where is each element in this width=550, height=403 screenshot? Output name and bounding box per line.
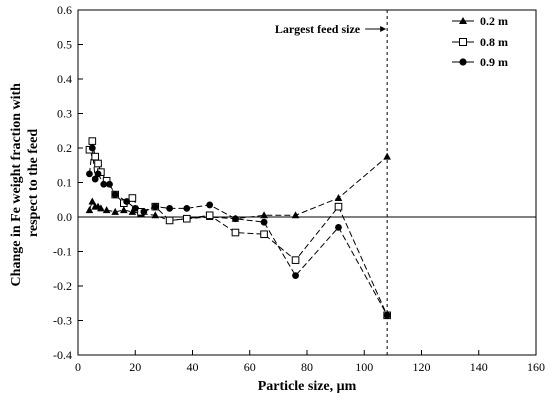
legend: 0.2 m 0.8 m 0.9 m xyxy=(452,14,508,69)
data-point xyxy=(111,191,119,198)
data-point xyxy=(91,175,99,183)
legend-label-2: 0.9 m xyxy=(480,55,508,69)
x-tick-label: 140 xyxy=(470,360,488,374)
x-axis-ticks: 0 20 40 60 80 100 120 140 160 xyxy=(75,350,545,374)
series-line-1 xyxy=(88,140,388,316)
x-axis-title: Particle size, μm xyxy=(258,379,357,394)
legend-entry-2: 0.9 m xyxy=(452,55,508,69)
data-point xyxy=(94,159,102,168)
y-tick-label: 0.2 xyxy=(57,141,72,155)
data-point xyxy=(131,204,139,212)
y-tick-label: 0.0 xyxy=(57,210,72,224)
data-point xyxy=(151,211,160,219)
annotation-arrow-head xyxy=(380,25,387,32)
x-tick-label: 20 xyxy=(129,360,141,374)
data-point xyxy=(100,180,108,188)
data-point xyxy=(97,204,105,212)
data-point xyxy=(120,206,128,214)
annotation-text: Largest feed size xyxy=(275,22,361,36)
data-point xyxy=(85,206,94,214)
data-point xyxy=(166,204,174,212)
legend-marker-square xyxy=(459,38,467,46)
y-tick-label: 0.5 xyxy=(57,38,72,52)
y-tick-label: 0.4 xyxy=(57,72,72,86)
data-point xyxy=(335,223,342,231)
y-axis-ticks: -0.4 -0.3 -0.2 -0.1 0.0 0.1 0.2 0.3 0.4 0.5 0.6 xyxy=(53,3,83,362)
x-tick-label: 120 xyxy=(413,360,431,374)
data-point xyxy=(231,228,240,237)
data-point xyxy=(91,152,99,161)
y-tick-label: -0.3 xyxy=(53,314,72,328)
y-tick-label: 0.1 xyxy=(57,176,72,190)
data-point xyxy=(88,137,97,145)
data-point xyxy=(205,211,214,220)
data-point xyxy=(260,218,268,226)
largest-feed-size-annotation: Largest feed size xyxy=(275,22,387,36)
y-axis-title: Change in Fe weight fraction with respec… xyxy=(9,80,41,287)
x-tick-label: 160 xyxy=(527,360,545,374)
data-point xyxy=(88,144,96,152)
x-tick-label: 0 xyxy=(75,360,81,374)
data-point xyxy=(292,272,299,280)
y-axis-title-line-2: respect to the feed xyxy=(26,129,41,237)
data-point xyxy=(291,211,300,219)
data-point xyxy=(128,194,137,202)
legend-label-0: 0.2 m xyxy=(480,14,508,28)
y-tick-label: 0.6 xyxy=(57,3,72,17)
data-point xyxy=(88,197,97,205)
data-point xyxy=(232,215,239,223)
legend-entry-0: 0.2 m xyxy=(452,14,508,28)
y-tick-label: 0.3 xyxy=(57,107,72,121)
data-point xyxy=(111,207,120,215)
y-tick-label: -0.2 xyxy=(53,279,72,293)
data-point xyxy=(182,214,191,223)
data-point xyxy=(102,206,111,214)
data-point xyxy=(260,230,268,239)
data-point xyxy=(106,180,113,188)
data-point xyxy=(383,311,391,319)
series-lines xyxy=(88,140,388,316)
data-point xyxy=(383,152,391,160)
data-point xyxy=(140,208,148,216)
data-point xyxy=(291,256,300,264)
data-point xyxy=(183,204,191,212)
y-tick-label: -0.1 xyxy=(53,245,72,259)
x-tick-label: 40 xyxy=(187,360,199,374)
x-tick-label: 60 xyxy=(244,360,256,374)
data-point xyxy=(151,203,159,211)
data-point xyxy=(165,216,174,225)
data-point xyxy=(206,201,214,209)
series-markers xyxy=(85,137,391,320)
data-point xyxy=(86,170,93,178)
x-tick-label: 100 xyxy=(355,360,373,374)
legend-marker-triangle xyxy=(459,17,467,24)
data-point xyxy=(334,194,343,202)
data-point xyxy=(94,170,102,178)
legend-label-1: 0.8 m xyxy=(480,35,508,49)
data-point xyxy=(128,207,137,215)
data-point xyxy=(260,211,268,219)
y-tick-label: -0.4 xyxy=(53,348,72,362)
legend-entry-1: 0.8 m xyxy=(452,35,508,49)
data-point xyxy=(334,202,343,211)
x-tick-label: 80 xyxy=(301,360,313,374)
data-point xyxy=(123,198,131,205)
legend-marker-circle xyxy=(459,58,467,66)
y-axis-title-line-1: Change in Fe weight fraction with xyxy=(9,83,24,287)
